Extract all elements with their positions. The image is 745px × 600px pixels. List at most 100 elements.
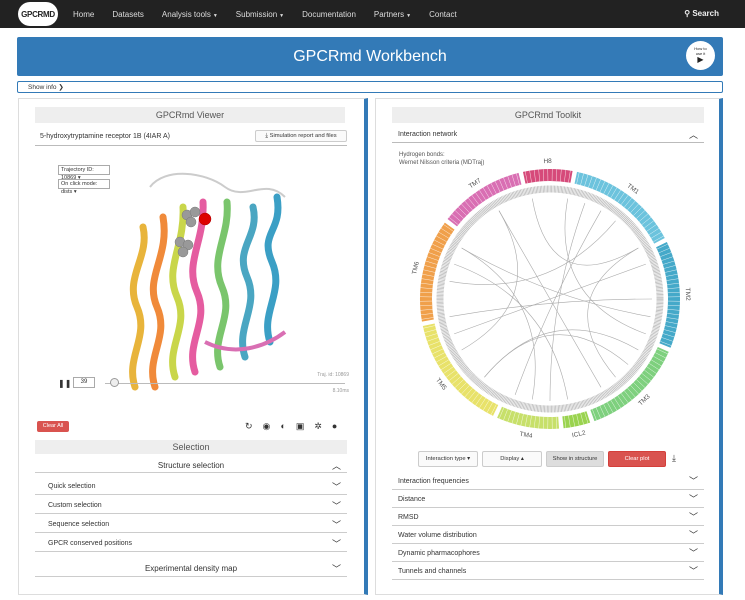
interaction-edge[interactable] — [461, 247, 536, 400]
nav-datasets[interactable]: Datasets — [112, 9, 144, 19]
segment-tm3[interactable] — [590, 346, 669, 422]
residue-tick — [663, 329, 676, 333]
residue-tick — [656, 348, 668, 355]
play-circle-icon[interactable]: ● — [331, 421, 338, 431]
helix-tm1 — [264, 193, 282, 346]
how-to-use-button[interactable]: How to use it ▶ — [686, 41, 715, 70]
interaction-network-header[interactable]: Interaction network ︿ — [392, 127, 704, 143]
residue-tick — [486, 185, 493, 196]
dynamic-pharmacophores-row[interactable]: Dynamic pharmacophores ﹀ — [392, 545, 704, 562]
residue-tick — [425, 260, 438, 265]
residue-tick — [420, 304, 433, 307]
frame-input[interactable]: 39 — [73, 377, 95, 388]
residue-tick — [633, 206, 643, 216]
residue-tick — [451, 376, 462, 385]
residue-tick — [555, 416, 558, 429]
residue-tick — [614, 397, 621, 409]
contrast-icon[interactable]: ◐ — [280, 421, 286, 431]
gpcrmd-logo[interactable]: GPCR MD — [18, 2, 58, 26]
segment-tm5[interactable] — [422, 323, 499, 416]
network-caption: Hydrogen bonds: Wernet Nilsson criteria (… — [399, 152, 485, 166]
interaction-edge[interactable] — [549, 203, 586, 402]
residue-tick — [430, 344, 442, 350]
residue-label-ring — [436, 185, 664, 413]
nav-partners[interactable]: Partners ▼ — [373, 9, 412, 19]
residue-tick — [560, 169, 562, 182]
custom-selection-row[interactable]: Custom selection ﹀ — [35, 498, 347, 514]
segment-tm2[interactable] — [656, 242, 680, 348]
residue-tick — [624, 197, 632, 208]
helix-tm3 — [214, 198, 231, 371]
nav-contact[interactable]: Contact — [429, 9, 457, 19]
residue-tick — [468, 197, 476, 208]
quick-selection-row[interactable]: Quick selection ﹀ — [35, 479, 347, 495]
residue-tick — [446, 369, 456, 378]
trajectory-slider[interactable] — [105, 383, 345, 384]
segment-tm1[interactable] — [574, 171, 665, 244]
interaction-type-dropdown[interactable]: Interaction type ▾ — [418, 451, 478, 467]
residue-tick — [662, 333, 675, 338]
residue-tick — [617, 192, 625, 203]
interaction-edge[interactable] — [461, 210, 518, 351]
show-info-toggle[interactable]: Show info ❯ — [17, 81, 723, 93]
trajectory-select[interactable]: Trajectory ID: 10869 ▾ — [58, 165, 110, 181]
sequence-selection-row[interactable]: Sequence selection ﹀ — [35, 517, 347, 533]
interaction-edge[interactable] — [461, 247, 651, 318]
structure-selection-header[interactable]: Structure selection ︿ — [35, 459, 347, 473]
interaction-edge[interactable] — [564, 198, 646, 335]
residue-tick — [610, 187, 618, 198]
experimental-density-map-row[interactable]: Experimental density map ﹀ — [35, 561, 347, 577]
nav-documentation[interactable]: Documentation — [302, 9, 356, 19]
clear-plot-button[interactable]: Clear plot — [608, 451, 666, 467]
reset-icon[interactable]: ↻ — [245, 421, 253, 431]
residue-tick — [603, 183, 610, 194]
simulation-report-button[interactable]: ⤓ Simulation report and files — [255, 130, 347, 142]
gpcr-conserved-positions-row[interactable]: GPCR conserved positions ﹀ — [35, 536, 347, 552]
nav-submission[interactable]: Submission ▼ — [235, 9, 285, 19]
chevron-down-icon: ﹀ — [331, 564, 341, 574]
settings-icon[interactable]: ✲ — [314, 421, 322, 431]
nav-home[interactable]: Home — [73, 9, 95, 19]
tunnels-and-channels-row[interactable]: Tunnels and channels ﹀ — [392, 563, 704, 580]
display-dropdown[interactable]: Display ▴ — [482, 451, 542, 467]
interaction-edge[interactable] — [449, 298, 653, 318]
residue-tick — [584, 174, 589, 187]
download-icon[interactable]: ⤓ — [672, 453, 676, 463]
nav-search[interactable]: ⚲ Search — [684, 9, 719, 18]
clear-all-button[interactable]: Clear All — [37, 421, 69, 432]
slider-handle[interactable] — [110, 378, 119, 387]
water-volume-distribution-row[interactable]: Water volume distribution ﹀ — [392, 527, 704, 544]
center-icon[interactable]: ◉ — [262, 421, 271, 431]
chevron-down-icon: ﹀ — [688, 494, 698, 504]
rmsd-row[interactable]: RMSD ﹀ — [392, 509, 704, 526]
residue-tick — [664, 325, 677, 329]
interaction-frequencies-row[interactable]: Interaction frequencies ﹀ — [392, 473, 704, 490]
show-in-structure-button[interactable]: Show in structure — [546, 451, 604, 467]
interaction-edge[interactable] — [449, 220, 616, 285]
molecular-viewer[interactable]: Trajectory ID: 10869 ▾ On click mode: di… — [55, 157, 353, 399]
interaction-edge[interactable] — [531, 198, 639, 266]
residue-tick — [627, 387, 636, 398]
residue-tick — [592, 409, 597, 421]
interaction-edge[interactable] — [484, 329, 639, 378]
nav-analysis-tools[interactable]: Analysis tools ▼ — [161, 9, 218, 19]
interaction-edge[interactable] — [484, 334, 629, 378]
interaction-edge[interactable] — [587, 247, 639, 378]
residue-tick — [667, 304, 680, 307]
interaction-edge[interactable] — [454, 263, 569, 400]
segment-icl2[interactable] — [562, 411, 591, 429]
flareplot[interactable]: H8 TM1 TM2 TM3 ICL2 TM4 TM5 TM6 TM7 — [400, 154, 700, 444]
residue-tick — [663, 265, 676, 269]
residue-tick — [436, 356, 447, 363]
pause-icon[interactable]: ❚❚ — [58, 379, 72, 388]
camera-icon[interactable]: ▣ — [295, 421, 305, 431]
residue-tick — [662, 260, 675, 265]
residue-tick — [482, 187, 490, 198]
segment-label: TM4 — [519, 431, 533, 440]
interaction-edge[interactable] — [498, 210, 602, 388]
click-mode-select[interactable]: On click mode: dists ▾ — [58, 179, 110, 195]
interaction-edge[interactable] — [514, 210, 602, 395]
distance-row[interactable]: Distance ﹀ — [392, 491, 704, 508]
residue-tick — [516, 173, 520, 186]
segment-tm7[interactable] — [447, 172, 522, 227]
